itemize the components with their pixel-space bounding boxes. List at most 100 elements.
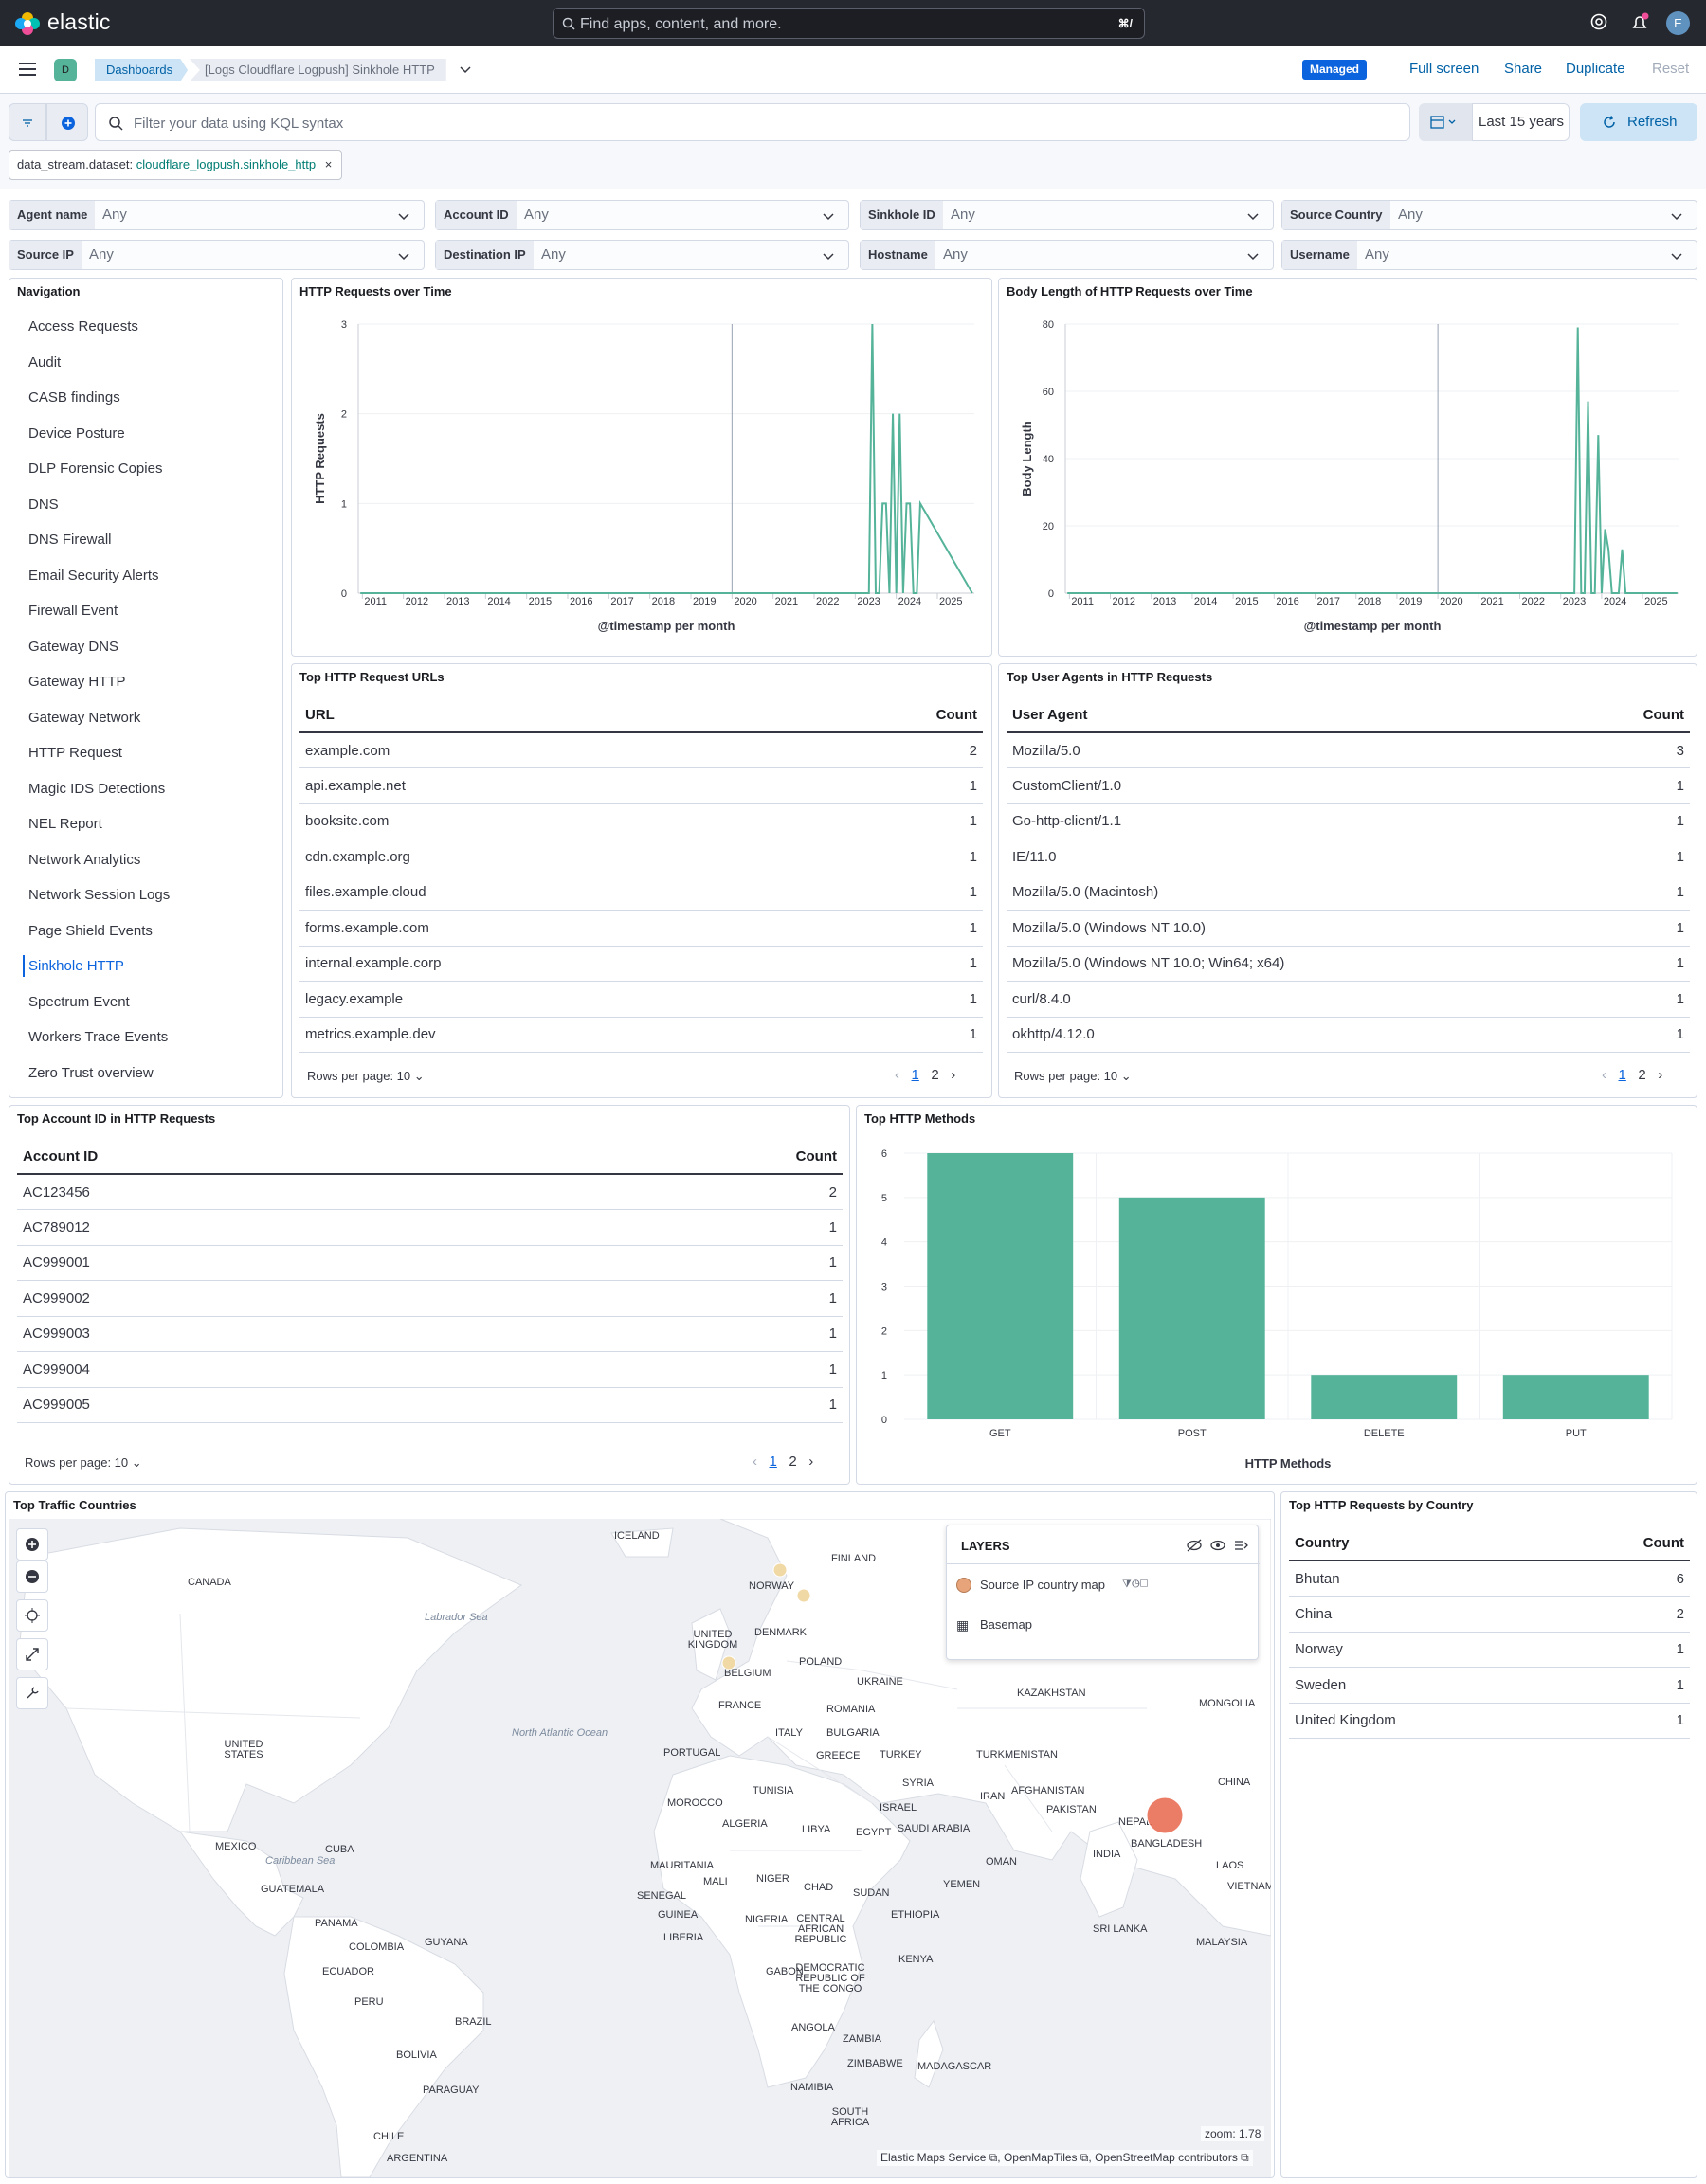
elastic-logo-text[interactable]: elastic [47,9,111,34]
table-cell-label[interactable]: AC123456 [17,1174,532,1210]
nav-item-spectrum-event[interactable]: Spectrum Event [28,993,130,1010]
page-2[interactable]: 2 [931,1067,939,1083]
column-header[interactable]: Country [1289,1526,1563,1561]
kql-search-input[interactable]: Filter your data using KQL syntax [95,103,1410,141]
nav-item-magic-ids-detections[interactable]: Magic IDS Detections [28,780,166,797]
nav-item-device-posture[interactable]: Device Posture [28,424,125,442]
nav-item-network-analytics[interactable]: Network Analytics [28,851,141,868]
fit-bounds-button[interactable] [16,1638,48,1670]
table-cell-label[interactable]: api.example.net [299,767,804,804]
breadcrumb-dashboards[interactable]: Dashboards [95,59,189,81]
zoom-out-button[interactable] [16,1561,48,1593]
nav-item-network-session-logs[interactable]: Network Session Logs [28,887,171,903]
table-cell-label[interactable]: booksite.com [299,803,804,839]
nav-item-workers-trace-events[interactable]: Workers Trace Events [28,1029,169,1045]
locate-button[interactable] [16,1599,48,1632]
table-cell-label[interactable]: okhttp/4.12.0 [1007,1017,1584,1053]
column-header[interactable]: Count [531,1140,843,1175]
help-icon[interactable] [1589,12,1608,31]
time-range-value[interactable]: Last 15 years [1472,103,1570,141]
table-cell-label[interactable]: Mozilla/5.0 (Windows NT 10.0; Win64; x64… [1007,946,1584,982]
date-picker-button[interactable] [1419,103,1472,141]
table-cell-label[interactable]: legacy.example [299,981,804,1018]
map-point-uk[interactable] [721,1655,736,1670]
table-cell-label[interactable]: Norway [1289,1632,1563,1668]
chevron-left-icon[interactable]: ‹ [1602,1067,1606,1083]
duplicate-button[interactable]: Duplicate [1566,61,1625,77]
bar-get[interactable] [927,1153,1074,1419]
chevron-right-icon[interactable]: › [951,1067,956,1083]
nav-item-gateway-network[interactable]: Gateway Network [28,709,141,726]
page-2[interactable]: 2 [789,1453,797,1470]
nav-item-page-shield-events[interactable]: Page Shield Events [28,922,153,939]
table-cell-label[interactable]: Sweden [1289,1667,1563,1704]
hide-all-layers-icon[interactable] [1186,1539,1203,1552]
share-button[interactable]: Share [1504,61,1543,77]
table-cell-label[interactable]: AC999001 [17,1245,532,1281]
column-header[interactable]: URL [299,698,804,733]
space-badge[interactable]: D [54,59,77,81]
control-hostname[interactable]: Hostname Any [860,240,1274,270]
table-cell-label[interactable]: AC999004 [17,1351,532,1388]
column-header[interactable]: Account ID [17,1140,532,1175]
nav-item-zero-trust-overview[interactable]: Zero Trust overview [28,1064,154,1081]
control-agent-name[interactable]: Agent name Any [9,200,425,230]
series-line[interactable] [1067,327,1678,594]
nav-item-dns-firewall[interactable]: DNS Firewall [28,532,112,548]
chevron-left-icon[interactable]: ‹ [753,1453,757,1470]
column-header[interactable]: User Agent [1007,698,1584,733]
filter-pill[interactable]: data_stream.dataset: cloudflare_logpush.… [9,150,343,180]
elastic-logo-icon[interactable] [15,11,40,36]
http-requests-line-chart[interactable]: 0 1 2 3 2011 2012 2013 2014 2015 2016 2017 2018 2019… [292,279,993,658]
table-cell-label[interactable]: China [1289,1596,1563,1633]
table-cell-label[interactable]: Mozilla/5.0 (Macintosh) [1007,875,1584,911]
rows-per-page-button[interactable]: Rows per page: 10 ⌄ [25,1455,142,1471]
chevron-down-icon[interactable] [459,63,472,76]
user-avatar[interactable]: E [1666,11,1690,35]
control-username[interactable]: Username Any [1281,240,1697,270]
nav-item-sinkhole-http[interactable]: Sinkhole HTTP [28,958,124,974]
table-cell-label[interactable]: metrics.example.dev [299,1017,804,1053]
page-1[interactable]: 1 [1618,1067,1626,1083]
bar-delete[interactable] [1311,1375,1458,1419]
nav-item-casb-findings[interactable]: CASB findings [28,389,120,406]
map-attribution[interactable]: Elastic Maps Service ⧉, OpenMapTiles ⧉, … [877,2150,1253,2166]
table-cell-label[interactable]: AC999005 [17,1387,532,1423]
map-point-norway[interactable] [772,1562,788,1578]
table-cell-label[interactable]: United Kingdom [1289,1703,1563,1739]
control-source-country[interactable]: Source Country Any [1281,200,1697,230]
table-cell-label[interactable]: internal.example.corp [299,946,804,982]
page-2[interactable]: 2 [1638,1067,1646,1083]
control-source-ip[interactable]: Source IP Any [9,240,425,270]
series-line[interactable] [360,323,973,594]
nav-item-http-request[interactable]: HTTP Request [28,745,122,761]
nav-item-audit[interactable]: Audit [28,353,62,370]
table-cell-label[interactable]: cdn.example.org [299,839,804,875]
nav-item-gateway-dns[interactable]: Gateway DNS [28,638,119,655]
page-1[interactable]: 1 [769,1453,777,1470]
show-all-layers-icon[interactable] [1209,1539,1226,1552]
nav-item-dns[interactable]: DNS [28,496,59,513]
bar-put[interactable] [1502,1375,1649,1419]
collapse-layers-icon[interactable] [1234,1539,1249,1552]
full-screen-button[interactable]: Full screen [1409,61,1479,77]
table-cell-label[interactable]: Go-http-client/1.1 [1007,803,1584,839]
close-icon[interactable]: × [324,157,333,171]
table-cell-label[interactable]: AC999002 [17,1280,532,1317]
menu-icon[interactable] [19,62,36,77]
table-cell-label[interactable]: Mozilla/5.0 (Windows NT 10.0) [1007,910,1584,947]
control-destination-ip[interactable]: Destination IP Any [435,240,849,270]
body-length-line-chart[interactable]: 0 20 40 60 80 2011 2012 2013 2014 2015 2016 2017 201… [999,279,1698,658]
table-cell-label[interactable]: CustomClient/1.0 [1007,767,1584,804]
account-table-scroll[interactable]: Account ID Count AC123456 2 AC789012 1 AC99900… [17,1140,843,1441]
nav-item-email-security-alerts[interactable]: Email Security Alerts [28,567,159,584]
nav-item-dlp-forensic-copies[interactable]: DLP Forensic Copies [28,460,163,477]
table-cell-label[interactable]: AC999003 [17,1316,532,1352]
table-cell-label[interactable]: IE/11.0 [1007,839,1584,875]
table-cell-label[interactable]: Mozilla/5.0 [1007,732,1584,768]
refresh-button[interactable]: Refresh [1580,103,1697,141]
draw-tool-button[interactable] [16,1677,48,1709]
table-cell-label[interactable]: files.example.cloud [299,875,804,911]
http-methods-bar-chart[interactable]: 0 1 2 3 4 5 6 GET POST DELETE PUT HTTP Methods [857,1106,1698,1486]
table-cell-label[interactable]: example.com [299,732,804,768]
